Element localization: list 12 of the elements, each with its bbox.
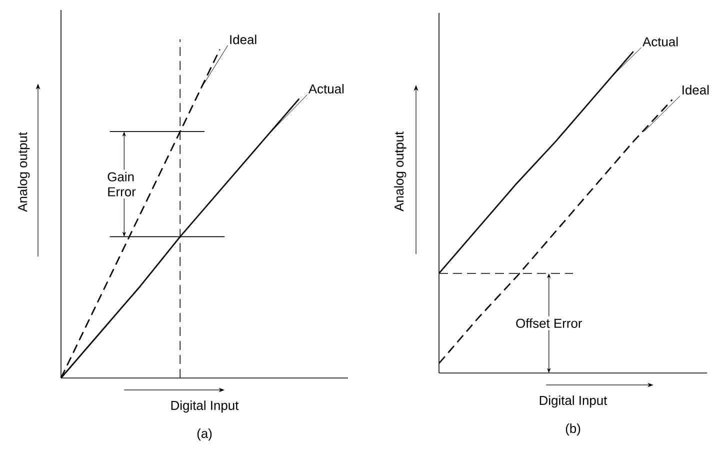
x-axis-title: Digital Input xyxy=(540,395,608,408)
y-axis-title: Analog output xyxy=(18,132,30,212)
series-label: Ideal xyxy=(682,85,709,95)
annotation: Offset Error xyxy=(516,318,582,328)
series-label: Actual xyxy=(308,84,344,94)
series-label: Actual xyxy=(642,36,678,46)
text: (b) xyxy=(566,424,580,436)
annotation: Gain Error xyxy=(108,172,136,196)
text: (a) xyxy=(197,428,212,441)
series-label: Ideal xyxy=(230,34,256,44)
y-axis-title: Analog output xyxy=(394,132,406,212)
x-axis-title: Digital Input xyxy=(171,400,239,413)
